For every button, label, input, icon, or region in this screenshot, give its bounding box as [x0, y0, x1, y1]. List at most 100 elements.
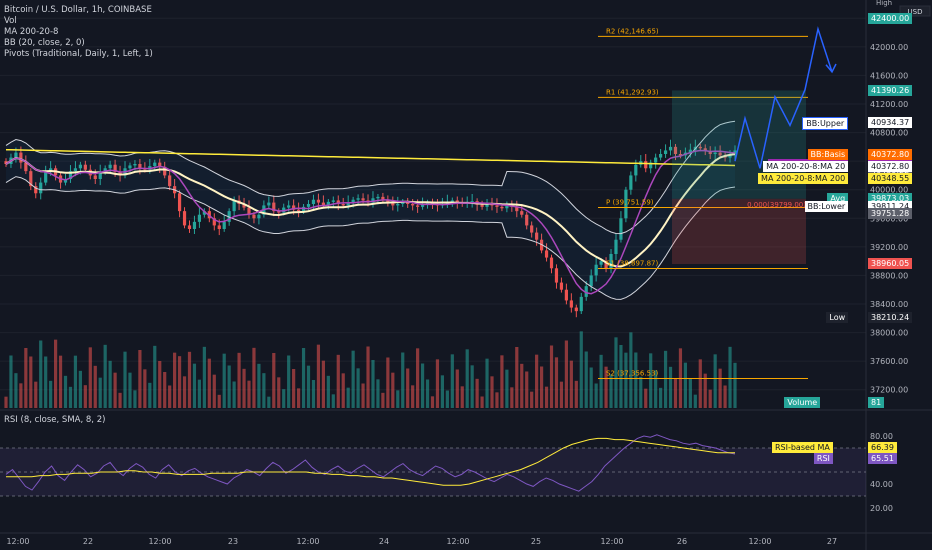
candle-body [544, 250, 549, 258]
price-tag-value: 81 [871, 397, 882, 407]
candle-body [29, 171, 33, 187]
rsi-legend[interactable]: RSI (8, close, SMA, 8, 2) [4, 415, 106, 425]
price-tag: 38210.24 Low [826, 312, 913, 324]
candle-body [212, 218, 216, 226]
candle-body [376, 196, 380, 199]
volume-bar [296, 388, 301, 408]
volume-bar [574, 380, 578, 408]
indicator-vol[interactable]: Vol [4, 16, 17, 26]
candle-body [525, 214, 529, 226]
candle-body [420, 204, 425, 207]
volume-bar [336, 354, 340, 408]
volume-bar [148, 382, 152, 408]
candle-body [282, 207, 286, 213]
candle-body [455, 200, 459, 203]
volume-bar [525, 371, 529, 408]
candle-body [594, 264, 598, 276]
price-tag-name: Low [826, 312, 849, 324]
volume-bar [128, 372, 132, 408]
candle-body [177, 193, 182, 212]
candle-body [44, 171, 48, 183]
volume-bar [485, 358, 489, 408]
volume-bar [19, 383, 23, 408]
candle-body [480, 204, 484, 207]
candle-body [599, 261, 603, 265]
volume-bar [455, 369, 459, 408]
volume-bar [589, 367, 593, 408]
time-tick-label: 12:00 [296, 537, 319, 546]
volume-bar [316, 344, 321, 408]
volume-bar [63, 375, 68, 408]
time-tick-label: 12:00 [148, 537, 171, 546]
volume-bar [133, 390, 137, 408]
candle-body [371, 198, 375, 203]
time-tick-label: 26 [677, 537, 687, 546]
price-tick-label: 42000.00 [870, 43, 908, 52]
volume-bar [718, 368, 722, 408]
indicator-pivots[interactable]: Pivots (Traditional, Daily, 1, Left, 1) [4, 49, 153, 59]
candle-body [406, 201, 410, 204]
volume-bar [544, 386, 549, 408]
volume-bar [341, 373, 345, 408]
price-tag-value: 66.39 [871, 442, 894, 452]
volume-bar [480, 396, 484, 408]
volume-bar [723, 385, 727, 408]
volume-bar [88, 347, 92, 408]
indicator-bb[interactable]: BB (20, close, 2, 0) [4, 38, 85, 48]
candle-body [500, 206, 504, 209]
price-tag: 66.39 RSI-based MA [771, 441, 897, 453]
time-tick-label: 12:00 [6, 537, 29, 546]
pivot-label: R2 (42,146.65) [606, 27, 659, 35]
candle-body [138, 164, 142, 169]
candle-body [197, 214, 202, 222]
price-tag-name: RSI-based MA [771, 441, 833, 453]
symbol-title[interactable]: Bitcoin / U.S. Dollar, 1h, COINBASE [4, 5, 152, 15]
volume-bar [634, 352, 638, 408]
candle-body [108, 164, 112, 169]
candle-body [450, 200, 454, 202]
candle-body [678, 154, 683, 156]
candle-body [4, 161, 8, 164]
rsi-tick-label: 80.00 [870, 432, 893, 441]
volume-bar [282, 389, 286, 408]
ma20-line [5, 153, 736, 268]
candle-body [73, 168, 78, 172]
price-tag-name: RSI [813, 452, 833, 464]
candle-body [306, 204, 311, 207]
chart-legend: Bitcoin / U.S. Dollar, 1h, COINBASE Vol … [4, 5, 153, 60]
candle-body [222, 221, 226, 229]
high-label: High [876, 0, 892, 7]
price-tag-value: 42400.00 [871, 13, 910, 23]
indicator-ma[interactable]: MA 200-20-8 [4, 27, 59, 37]
volume-bar [629, 332, 633, 408]
volume-bar [311, 380, 316, 408]
volume-bar [604, 366, 608, 408]
volume-bar [346, 387, 350, 408]
volume-bar [158, 361, 162, 408]
volume-bar [445, 390, 449, 408]
candle-body [644, 161, 648, 169]
price-tick-label: 41600.00 [870, 71, 908, 80]
volume-bar [539, 366, 544, 408]
candle-body [346, 202, 350, 206]
candle-body [192, 221, 197, 229]
volume-bar [708, 389, 712, 408]
price-tag: 38960.05 [868, 258, 913, 270]
volume-bar [663, 350, 668, 408]
price-tag: 40372.80 BB:Basis [807, 148, 913, 160]
volume-bar [287, 355, 291, 408]
volume-bar [371, 360, 375, 408]
candle-body [574, 307, 578, 312]
price-tag-value: 65.51 [871, 453, 894, 463]
time-tick-label: 22 [83, 537, 93, 546]
price-tag: 40934.37 BB:Upper [802, 117, 913, 131]
volume-bar [138, 350, 142, 408]
volume-bar [401, 352, 405, 408]
time-tick-label: 27 [827, 537, 837, 546]
price-tag-name: MA 200-20-8:MA 200 [758, 173, 849, 185]
volume-bar [584, 351, 588, 408]
volume-bar [609, 374, 613, 408]
volume-bar [168, 385, 172, 408]
candle-body [589, 275, 593, 287]
